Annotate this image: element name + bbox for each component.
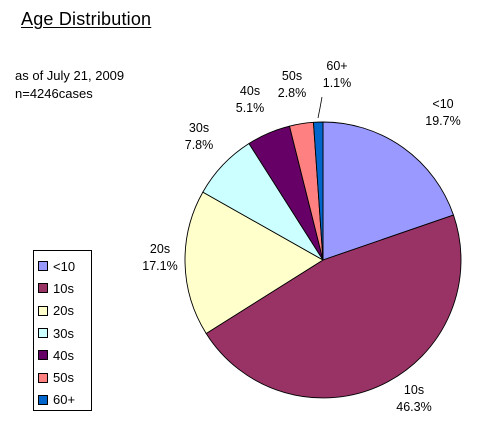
leader-lines (317, 96, 323, 119)
legend-label: 30s (53, 325, 74, 341)
subtitle-date: as of July 21, 2009 (15, 68, 125, 83)
legend: <10 10s 20s 30s 40s 50s 60+ (33, 250, 92, 411)
legend-item: 20s (38, 300, 91, 322)
pie-slices (184, 121, 462, 399)
slice-category-label: 40s (240, 84, 260, 98)
legend-swatch (38, 328, 48, 339)
legend-label: 10s (53, 280, 74, 296)
slice-category-label: 50s (282, 69, 302, 83)
legend-item: 40s (38, 344, 91, 366)
legend-item: <10 (38, 255, 91, 277)
legend-swatch (38, 350, 48, 361)
slice-category-label: 30s (189, 121, 209, 135)
legend-label: 50s (53, 370, 74, 386)
legend-swatch (38, 283, 48, 294)
chart-title: Age Distribution (21, 9, 152, 29)
legend-swatch (38, 394, 48, 405)
slice-labels: <10 19.7% 10s 46.3% 20s 17.1% 30s 7.8% 40s 5.1% 50… (142, 59, 460, 414)
legend-swatch (38, 305, 48, 316)
slice-value-label: 5.1% (236, 101, 265, 115)
slice-value-label: 46.3% (396, 400, 431, 414)
legend-item: 30s (38, 322, 91, 344)
leader-line-60plus (317, 96, 323, 119)
legend-label: 40s (53, 347, 74, 363)
pie-slice-2 (205, 214, 462, 399)
legend-label: 60+ (53, 392, 76, 408)
slice-value-label: 2.8% (278, 86, 307, 100)
legend-item: 10s (38, 277, 91, 299)
slice-category-label: 20s (150, 242, 170, 256)
slice-category-label: 10s (404, 383, 424, 397)
slice-category-label: <10 (432, 97, 453, 111)
chart-subtitle: as of July 21, 2009 n=4246cases (15, 67, 124, 103)
legend-item: 50s (38, 366, 91, 388)
subtitle-sample-size: n=4246cases (15, 86, 93, 101)
pie-slice-3 (184, 191, 324, 334)
legend-swatch (38, 261, 48, 272)
slice-category-label: 60+ (326, 59, 347, 73)
slice-value-label: 7.8% (185, 138, 214, 152)
legend-label: 20s (53, 303, 74, 319)
pie-slice-1 (322, 121, 454, 261)
pie-slice-7 (313, 121, 324, 261)
slice-value-label: 17.1% (142, 259, 177, 273)
legend-item: 60+ (38, 389, 91, 411)
slice-value-label: 1.1% (323, 76, 352, 90)
legend-swatch (38, 372, 48, 383)
legend-label: <10 (53, 258, 76, 274)
slice-value-label: 19.7% (425, 114, 460, 128)
